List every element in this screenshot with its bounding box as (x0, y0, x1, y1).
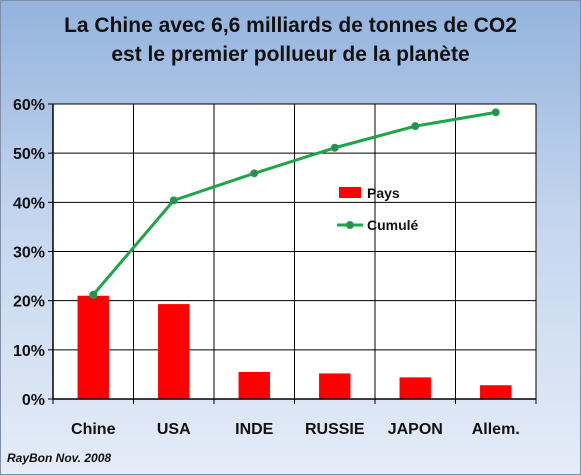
legend-line-marker (346, 221, 354, 229)
line-point (330, 143, 339, 152)
y-tick-labels: 0% 10% 20% 30% 40% 50% 60% (13, 97, 45, 409)
x-tick-label: RUSSIE (305, 421, 365, 438)
bar (319, 373, 351, 399)
bar (158, 304, 190, 399)
bar (399, 377, 431, 399)
legend: Pays Cumulé (337, 185, 419, 233)
x-tick-label: USA (157, 421, 191, 438)
legend-label-line: Cumulé (367, 217, 419, 233)
y-tick-label: 10% (13, 343, 45, 360)
legend-bar-swatch (339, 187, 361, 198)
line-point (89, 290, 98, 299)
y-tick-label: 20% (13, 294, 45, 311)
x-tick-label: JAPON (388, 421, 443, 438)
x-tick-label: INDE (235, 421, 274, 438)
y-tick-label: 0% (22, 392, 45, 409)
bar (480, 385, 512, 399)
grid-lines (48, 103, 537, 404)
x-tick-label: Chine (71, 421, 116, 438)
y-tick-label: 30% (13, 245, 45, 262)
y-tick-label: 40% (13, 195, 45, 212)
line-point (169, 196, 178, 205)
line-point (411, 122, 420, 131)
line-series (89, 108, 500, 299)
bar (238, 371, 270, 399)
bar (77, 295, 109, 399)
title-line-1: La Chine avec 6,6 milliards de tonnes de… (64, 14, 517, 37)
axes (52, 104, 536, 400)
x-tick-labels: Chine USA INDE RUSSIE JAPON Allem. (71, 421, 520, 438)
cumulative-line (92, 110, 497, 296)
chart-title: La Chine avec 6,6 milliards de tonnes de… (1, 11, 580, 69)
x-tick-label: Allem. (472, 421, 520, 438)
bar-series (77, 295, 512, 399)
credit-text: RayBon Nov. 2008 (7, 451, 112, 465)
y-tick-label: 50% (13, 146, 45, 163)
title-line-2: est le premier pollueur de la planète (111, 43, 470, 66)
y-tick-label: 60% (13, 97, 45, 114)
legend-label-bar: Pays (367, 185, 400, 201)
line-point (250, 169, 259, 178)
line-point (491, 108, 500, 117)
